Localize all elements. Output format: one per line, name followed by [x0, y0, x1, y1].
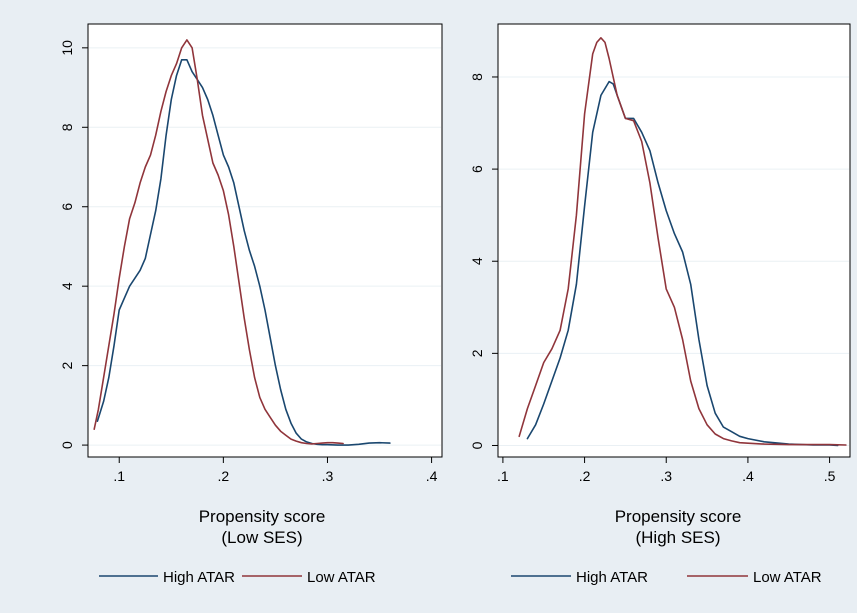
- y-tick-label-high-ses: 2: [469, 349, 485, 357]
- y-tick-label-low-ses: 0: [59, 441, 75, 449]
- y-tick-label-low-ses: 8: [59, 123, 75, 131]
- x-axis-subtitle-low-ses: (Low SES): [221, 528, 302, 547]
- x-tick-label-high-ses: .5: [824, 468, 836, 484]
- x-tick-label-low-ses: .1: [113, 468, 125, 484]
- y-tick-label-high-ses: 4: [469, 257, 485, 265]
- y-axis-high-ses: 0 2 4 6 8: [469, 73, 498, 449]
- y-tick-label-high-ses: 6: [469, 165, 485, 173]
- y-axis-low-ses: 0 2 4 6 8 10: [59, 40, 88, 449]
- legend-label-high-atar-high-ses: High ATAR: [576, 569, 648, 586]
- y-tick-label-low-ses: 10: [59, 40, 75, 56]
- x-tick-label-low-ses: .4: [426, 468, 438, 484]
- panel-low-ses: 0 2 4 6 8 10 .1 .2 .3 .4 Propensity score (Low S…: [59, 23, 443, 586]
- y-tick-label-low-ses: 4: [59, 282, 75, 290]
- panel-high-ses: 0 2 4 6 8 .1 .2 .3 .4 .5 Propensity score (High …: [469, 23, 851, 586]
- legend-label-low-atar-high-ses: Low ATAR: [753, 569, 822, 586]
- y-tick-label-high-ses: 8: [469, 73, 485, 81]
- legend-high-ses: High ATAR Low ATAR: [511, 569, 822, 586]
- x-axis-title-high-ses: Propensity score: [615, 507, 742, 526]
- x-tick-label-high-ses: .3: [660, 468, 672, 484]
- plot-area-low-ses: [87, 23, 443, 458]
- x-tick-label-low-ses: .2: [218, 468, 230, 484]
- plot-area-high-ses: [497, 23, 851, 458]
- y-tick-label-high-ses: 0: [469, 441, 485, 449]
- series-lines-high-ses: [518, 36, 847, 447]
- x-axis-subtitle-high-ses: (High SES): [635, 528, 720, 547]
- series-lines-low-ses: [93, 39, 391, 446]
- y-tick-label-low-ses: 2: [59, 362, 75, 370]
- gridlines-low-ses: [89, 47, 441, 446]
- x-tick-label-high-ses: .4: [742, 468, 754, 484]
- series-line-low-atar-high-ses: [518, 36, 847, 446]
- gridlines-high-ses: [499, 76, 849, 446]
- legend-label-low-atar-low-ses: Low ATAR: [307, 569, 376, 586]
- x-axis-low-ses: .1 .2 .3 .4: [113, 457, 438, 484]
- series-line-high-atar-high-ses: [526, 80, 839, 447]
- legend-label-high-atar-low-ses: High ATAR: [163, 569, 235, 586]
- x-axis-high-ses: .1 .2 .3 .4 .5: [497, 457, 836, 484]
- x-axis-title-low-ses: Propensity score: [199, 507, 326, 526]
- x-tick-label-high-ses: .2: [579, 468, 591, 484]
- x-tick-label-low-ses: .3: [322, 468, 334, 484]
- legend-low-ses: High ATAR Low ATAR: [99, 569, 376, 586]
- x-tick-label-high-ses: .1: [497, 468, 509, 484]
- y-tick-label-low-ses: 6: [59, 203, 75, 211]
- series-line-low-atar-low-ses: [93, 39, 344, 445]
